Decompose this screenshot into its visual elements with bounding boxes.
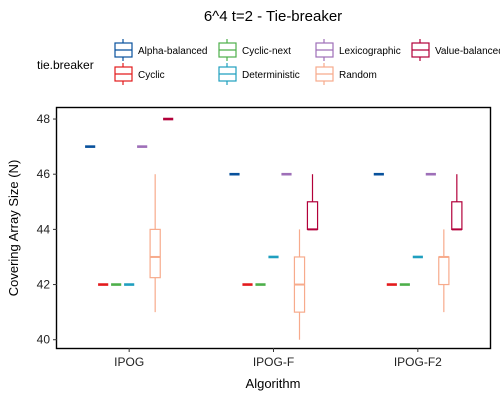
box-layer (85, 117, 463, 340)
box-random (149, 174, 161, 313)
legend-label: Deterministic (242, 70, 300, 81)
box-value-balanced (306, 174, 319, 231)
chart-title: 6^4 t=2 - Tie-breaker (204, 8, 342, 25)
y-axis: 40 42 44 46 48 (37, 112, 57, 347)
legend-item: Alpha-balanced (114, 39, 208, 61)
x-tick-label: IPOG (114, 355, 144, 369)
legend-item: Cyclic (114, 63, 165, 85)
legend-item: Value-balanced (411, 39, 500, 61)
box-body (306, 201, 319, 230)
legend-label: Lexicographic (339, 46, 401, 57)
legend-label: Random (339, 70, 377, 81)
y-axis-label: Covering Array Size (N) (6, 160, 21, 297)
box-body (149, 228, 161, 279)
y-tick-label: 46 (37, 167, 51, 181)
y-tick-label: 40 (37, 333, 51, 347)
legend-item: Deterministic (218, 63, 300, 85)
plot-area (55, 106, 492, 350)
box-body (451, 201, 463, 230)
legend: Alpha-balanced Cyclic Cyclic-next Determini… (114, 39, 500, 85)
legend-label: Cyclic-next (242, 46, 291, 57)
box-random (438, 229, 450, 313)
legend-item: Cyclic-next (218, 39, 291, 61)
x-tick-label: IPOG-F (253, 355, 294, 369)
y-tick-label: 48 (37, 112, 51, 126)
legend-title: tie.breaker (37, 58, 94, 72)
legend-label: Cyclic (138, 70, 165, 81)
x-axis-label: Algorithm (246, 376, 301, 391)
x-tick-label: IPOG-F2 (394, 355, 442, 369)
legend-label: Value-balanced (435, 46, 500, 57)
box-value-balanced (451, 174, 463, 231)
legend-label: Alpha-balanced (138, 46, 208, 57)
box-body (438, 256, 450, 286)
box-random (293, 229, 306, 340)
legend-item: Lexicographic (315, 39, 401, 61)
legend-item: Random (315, 63, 377, 85)
y-tick-label: 44 (37, 222, 51, 236)
x-axis: IPOG IPOG-F IPOG-F2 (114, 348, 442, 369)
y-tick-label: 42 (37, 278, 51, 292)
